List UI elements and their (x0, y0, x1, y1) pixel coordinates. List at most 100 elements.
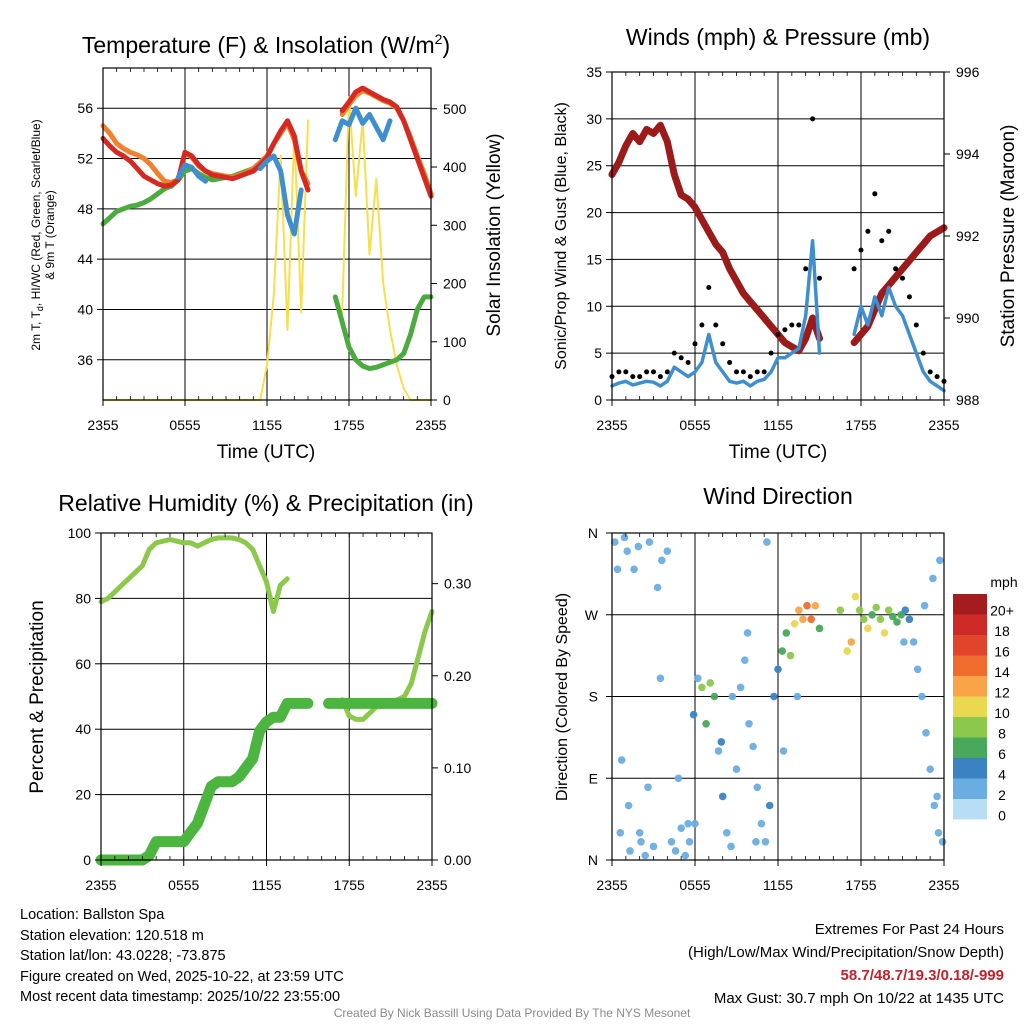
legend-label: 2 (998, 787, 1006, 803)
direction-point (876, 615, 885, 624)
direction-point (616, 829, 625, 837)
direction-point (811, 601, 820, 610)
extremes-title: Extremes For Past 24 Hours (814, 921, 1004, 938)
wind-y2tick-label: 990 (956, 310, 980, 326)
gust-point (747, 374, 753, 380)
wind-ylabel-right: Station Pressure (Maroon) (998, 125, 1019, 348)
dir-ytick-label: E (589, 770, 598, 786)
direction-point (681, 851, 690, 860)
direction-point (929, 574, 937, 583)
direction-point (774, 665, 782, 674)
temp-y2tick-label: 0 (443, 392, 451, 408)
humidity-ylabel-left: Percent & Precipitation (27, 600, 48, 793)
recent-data-text: Most recent data timestamp: 2025/10/22 2… (20, 989, 341, 1005)
direction-point (717, 738, 726, 746)
direction-point (779, 747, 788, 755)
latlon-text: Station lat/lon: 43.0228; -73.875 (20, 948, 226, 964)
direction-point (685, 838, 694, 846)
direction-point (799, 615, 807, 624)
temperature-grid (103, 68, 431, 400)
direction-point (741, 656, 749, 664)
direction-series (611, 533, 947, 860)
gust-point (934, 374, 940, 380)
wind-title: Winds (mph) & Pressure (mb) (626, 24, 930, 50)
rh-xtick-label: 2355 (85, 877, 116, 893)
dir-xtick-label: 1755 (845, 877, 876, 893)
gust-point (775, 331, 781, 337)
dir-ytick-label: N (588, 852, 598, 868)
wind-ytick-label: 35 (586, 64, 602, 80)
legend-label: 6 (998, 746, 1006, 762)
direction-point (815, 624, 824, 633)
direction-point (671, 847, 680, 855)
direction-point (864, 624, 872, 633)
temp-y2tick-label: 300 (443, 217, 467, 233)
direction-point (718, 792, 727, 801)
direction-point (851, 592, 860, 601)
legend-label: 8 (998, 725, 1006, 741)
temp-ytick-label: 52 (77, 151, 93, 167)
temp-y2tick-label: 500 (443, 101, 467, 117)
direction-point (763, 538, 771, 546)
direction-point (710, 692, 719, 701)
rh-y2tick-label: 0.30 (444, 576, 471, 592)
direction-point (745, 720, 753, 728)
direction-point (645, 538, 654, 546)
wind-xtick-label: 1755 (845, 417, 876, 433)
legend-swatch (953, 635, 987, 656)
direction-point (623, 547, 631, 555)
temperature-title: Temperature (F) & Insolation (W/m2) (82, 31, 450, 58)
direction-point (843, 647, 851, 655)
direction-ticks: 2355 0555 1155 1755 2355 N E S W N (585, 525, 960, 893)
direction-title: Wind Direction (703, 483, 853, 509)
gust-point (810, 116, 816, 122)
gust-point (796, 322, 802, 328)
temperature-ticks: 2355 0555 1155 1755 2355 36 40 44 48 52 56 0 100 200 3… (77, 68, 467, 433)
speed-colorbar-legend: mph 20+ 18 16 14 12 10 8 6 4 2 0 (953, 574, 1018, 823)
gust-point (623, 369, 629, 375)
direction-point (757, 819, 766, 828)
legend-label: 4 (998, 766, 1006, 782)
humidity-ticks: 2355 0555 1155 1755 2355 0 20 40 60 80 100 0.00 0.10… (68, 525, 472, 893)
legend-label: 10 (994, 705, 1010, 721)
direction-point (868, 611, 876, 619)
wind-ytick-label: 15 (586, 251, 602, 267)
direction-point (909, 638, 918, 646)
direction-point (630, 565, 638, 574)
rh-xtick-label: 2355 (416, 877, 447, 893)
rh-y2tick-label: 0.00 (444, 852, 471, 868)
direction-point (727, 842, 735, 851)
direction-point (644, 783, 652, 792)
gust-point (851, 266, 857, 272)
direction-point (728, 692, 737, 701)
direction-point (901, 606, 910, 614)
direction-point (626, 847, 634, 855)
wind-xtick-label: 2355 (596, 417, 627, 433)
direction-point (913, 665, 922, 674)
legend-label: 16 (994, 643, 1010, 659)
direction-point (920, 601, 929, 610)
gust-point (657, 374, 663, 380)
direction-point (691, 819, 699, 828)
direction-point (653, 583, 662, 592)
direction-point (836, 606, 845, 614)
gust-point (782, 327, 788, 333)
gust-point (727, 360, 733, 365)
dir-xtick-label: 0555 (679, 877, 710, 893)
gust-point (671, 350, 677, 356)
direction-point (893, 618, 901, 626)
gust-point (879, 238, 885, 244)
temperature-panel: Temperature (F) & Insolation (W/m2) 2355… (29, 31, 505, 463)
rh-xtick-label: 1155 (251, 877, 281, 893)
direction-point (689, 710, 698, 719)
gust-point (817, 275, 822, 281)
direction-point (694, 674, 702, 683)
direction-point (936, 556, 944, 565)
rh-y2tick-label: 0.10 (444, 760, 471, 776)
wind-ytick-label: 20 (586, 205, 602, 221)
direction-grid (612, 533, 944, 860)
temp-xtick-label: 0555 (169, 417, 200, 433)
direction-point (736, 683, 745, 692)
temperature-xlabel: Time (UTC) (217, 442, 316, 463)
direction-point (938, 838, 947, 846)
